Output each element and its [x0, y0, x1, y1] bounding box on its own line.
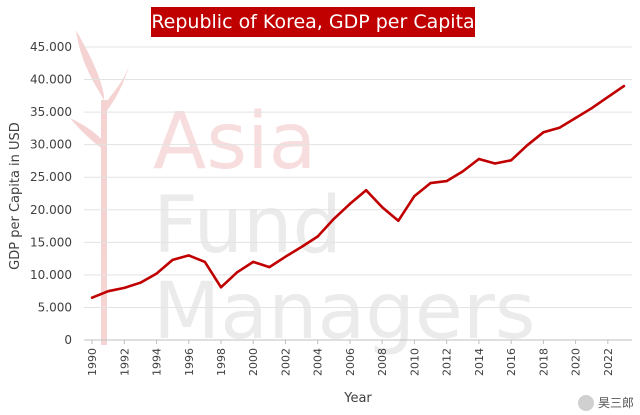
data-point — [187, 254, 190, 257]
data-point — [526, 144, 529, 147]
data-point — [90, 296, 94, 299]
data-point — [461, 170, 464, 173]
y-tick-label: 20.000 — [30, 203, 72, 217]
data-point — [397, 219, 400, 222]
data-point — [429, 181, 432, 185]
data-point — [139, 281, 142, 284]
data-point — [332, 217, 335, 221]
y-tick-label: 30.000 — [30, 138, 72, 152]
series-line — [90, 84, 626, 300]
bamboo-watermark-icon — [70, 30, 130, 345]
wechat-icon — [577, 394, 594, 411]
data-point — [268, 265, 271, 269]
footer-tag: 昊三郎 — [577, 394, 634, 411]
y-tick-label: 15.000 — [30, 235, 72, 249]
data-point — [155, 272, 158, 275]
x-tick-label: 2008 — [376, 348, 389, 376]
data-point — [364, 189, 368, 192]
data-point — [300, 245, 303, 249]
data-point — [171, 258, 174, 262]
data-point — [284, 255, 287, 258]
data-point — [606, 95, 609, 99]
y-axis-label: GDP per Capita in USD — [8, 122, 23, 270]
x-tick-label: 2018 — [537, 348, 550, 376]
data-point — [316, 235, 319, 238]
data-point — [252, 260, 255, 264]
y-tick-label: 45.000 — [30, 40, 72, 54]
x-tick-label: 2010 — [408, 348, 421, 376]
y-tick-label: 40.000 — [30, 73, 72, 87]
x-tick-label: 2012 — [441, 348, 454, 376]
y-tick-label: 5.000 — [38, 300, 72, 314]
data-point — [413, 194, 416, 198]
chart-title: Republic of Korea, GDP per Capita — [151, 7, 475, 37]
x-tick-label: 2006 — [344, 348, 357, 376]
x-tick-label: 2014 — [473, 348, 486, 376]
x-tick-label: 1998 — [215, 348, 228, 376]
data-point — [509, 159, 513, 162]
x-tick-label: 1996 — [183, 348, 196, 376]
data-point — [123, 286, 126, 290]
x-tick-label: 1994 — [151, 348, 164, 376]
data-point — [235, 271, 239, 274]
x-tick-label: 2000 — [247, 348, 260, 376]
x-tick-label: 2016 — [505, 348, 518, 376]
data-point — [542, 131, 545, 134]
data-point — [574, 116, 577, 120]
y-tick-label: 25.000 — [30, 170, 72, 184]
x-tick-label: 2022 — [602, 348, 615, 376]
data-point — [493, 162, 497, 165]
data-point — [203, 260, 207, 264]
y-axis-ticks: 0 5.000 10.000 15.000 20.000 25.000 30.000 35.0… — [30, 40, 72, 347]
data-point — [348, 202, 352, 206]
watermark-line-3: Managers — [153, 267, 536, 357]
y-tick-label: 10.000 — [30, 268, 72, 282]
data-point — [558, 126, 561, 129]
x-axis-label: Year — [343, 391, 372, 406]
x-tick-label: 2004 — [312, 348, 325, 376]
y-tick-label: 0 — [64, 333, 72, 347]
series-layer — [90, 84, 626, 300]
x-axis-ticks: 1990 1992 1994 1996 1998 2000 2002 2004 2006 2008… — [86, 340, 615, 376]
data-point — [622, 84, 626, 88]
data-point — [107, 290, 110, 293]
y-tick-label: 35.000 — [30, 105, 72, 119]
watermark: Asia Fund Managers — [70, 30, 536, 357]
data-point — [381, 206, 384, 209]
data-point — [590, 107, 593, 110]
gridlines — [84, 46, 632, 308]
watermark-line-1: Asia — [153, 97, 316, 187]
x-tick-label: 1992 — [118, 348, 131, 376]
data-point — [477, 157, 481, 161]
footer-tag-text: 昊三郎 — [597, 396, 634, 410]
x-tick-label: 2002 — [279, 348, 292, 376]
x-tick-label: 2020 — [570, 348, 583, 376]
data-point — [445, 179, 448, 183]
x-tick-label: 1990 — [86, 348, 99, 376]
data-point — [219, 286, 223, 289]
